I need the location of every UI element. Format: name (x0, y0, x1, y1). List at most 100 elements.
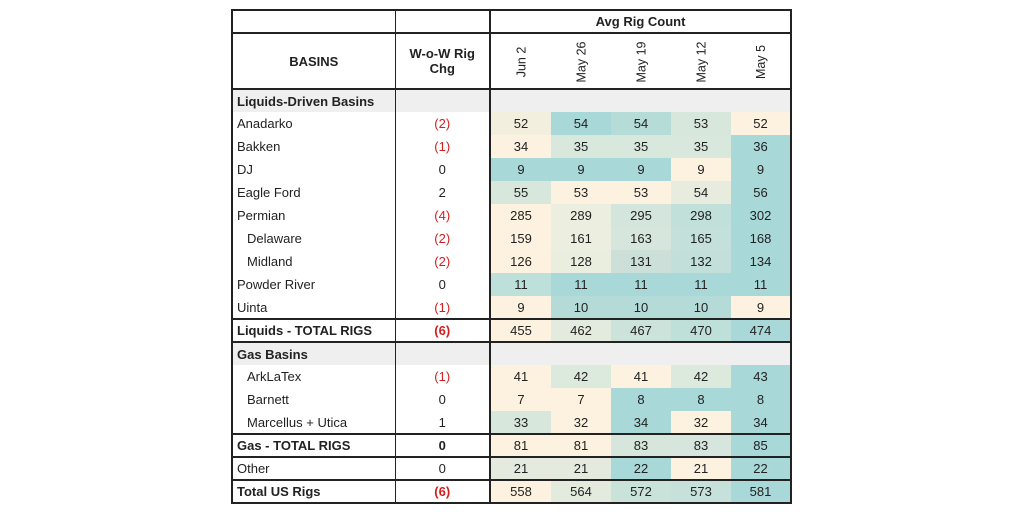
rig-count-cell: 7 (490, 388, 551, 411)
wow-header-line1: W-o-W Rig (409, 46, 475, 61)
section-wow-blank (395, 89, 491, 112)
rig-count-cell: 22 (611, 457, 671, 480)
basin-name: Delaware (231, 227, 396, 250)
rig-count-cell: 43 (731, 365, 793, 388)
rig-count-cell: 53 (671, 112, 731, 135)
section-title: Liquids-Driven Basins (231, 89, 396, 112)
rig-count-cell: 10 (551, 296, 611, 319)
rig-count-cell: 132 (671, 250, 731, 273)
rig-count-cell: 36 (731, 135, 793, 158)
rig-count-cell: 285 (490, 204, 551, 227)
rig-count-cell: 81 (551, 433, 611, 458)
wow-change: (2) (395, 227, 491, 250)
total-row: Gas - TOTAL RIGS 0 81 81 83 83 85 (231, 433, 793, 458)
rig-count-cell: 9 (671, 158, 731, 181)
rig-count-cell: 11 (551, 273, 611, 296)
basin-name: DJ (231, 158, 396, 181)
wow-change: 0 (395, 433, 491, 458)
rig-count-cell: 168 (731, 227, 793, 250)
rig-count-cell: 52 (731, 112, 793, 135)
rig-count-cell: 9 (490, 158, 551, 181)
rig-count-cell: 10 (611, 296, 671, 319)
rig-count-cell: 9 (731, 158, 793, 181)
rig-count-cell: 163 (611, 227, 671, 250)
table-row: Anadarko (2) 52 54 54 53 52 (231, 112, 793, 135)
basin-name: Bakken (231, 135, 396, 158)
rig-count-cell: 53 (551, 181, 611, 204)
table-row: Uinta (1) 9 10 10 10 9 (231, 296, 793, 319)
table-row: Delaware (2) 159 161 163 165 168 (231, 227, 793, 250)
rig-count-cell: 11 (490, 273, 551, 296)
rig-count-table: Avg Rig Count BASINS W-o-W Rig Chg Jun 2… (231, 9, 793, 504)
rig-count-cell: 159 (490, 227, 551, 250)
basin-name: Uinta (231, 296, 396, 319)
rig-count-cell: 34 (731, 411, 793, 434)
rig-count-cell: 9 (731, 296, 793, 319)
wow-change: 0 (395, 273, 491, 296)
date-label: Jun 2 (514, 46, 528, 77)
rig-count-cell: 11 (671, 273, 731, 296)
rig-count-cell: 295 (611, 204, 671, 227)
rig-count-cell: 21 (551, 457, 611, 480)
rig-count-cell: 54 (671, 181, 731, 204)
section-values-blank (490, 89, 793, 112)
date-label: May 26 (574, 41, 588, 82)
wow-change: (1) (395, 365, 491, 388)
date-header-1: May 26 (551, 32, 611, 90)
rig-count-cell: 462 (551, 318, 611, 343)
basin-name: Gas - TOTAL RIGS (231, 433, 396, 458)
rig-count-cell: 161 (551, 227, 611, 250)
rig-count-cell: 558 (490, 479, 551, 504)
section-title: Gas Basins (231, 342, 396, 365)
rig-count-cell: 8 (731, 388, 793, 411)
table-row: ArkLaTex (1) 41 42 41 42 43 (231, 365, 793, 388)
avg-rig-count-header: Avg Rig Count (490, 9, 793, 33)
rig-count-cell: 289 (551, 204, 611, 227)
header-corner-wow (395, 9, 491, 33)
date-header-3: May 12 (671, 32, 731, 90)
basin-name: Anadarko (231, 112, 396, 135)
table-row: DJ 0 9 9 9 9 9 (231, 158, 793, 181)
table-row: Midland (2) 126 128 131 132 134 (231, 250, 793, 273)
table-row: Powder River 0 11 11 11 11 11 (231, 273, 793, 296)
rig-count-cell: 564 (551, 479, 611, 504)
header-corner-basin (231, 9, 396, 33)
wow-change: 1 (395, 411, 491, 434)
rig-count-cell: 7 (551, 388, 611, 411)
date-label: May 5 (753, 44, 768, 79)
section-gas: Gas Basins (231, 342, 793, 365)
basin-name: Barnett (231, 388, 396, 411)
rig-count-cell: 470 (671, 318, 731, 343)
rig-count-cell: 34 (611, 411, 671, 434)
rig-count-cell: 32 (671, 411, 731, 434)
rig-count-cell: 83 (671, 433, 731, 458)
rig-count-cell: 55 (490, 181, 551, 204)
rig-count-cell: 32 (551, 411, 611, 434)
rig-count-cell: 126 (490, 250, 551, 273)
basin-name: Midland (231, 250, 396, 273)
rig-count-cell: 85 (731, 433, 793, 458)
rig-count-cell: 128 (551, 250, 611, 273)
rig-count-cell: 572 (611, 479, 671, 504)
rig-count-cell: 9 (490, 296, 551, 319)
basin-name: Liquids - TOTAL RIGS (231, 318, 396, 343)
basin-name: Powder River (231, 273, 396, 296)
rig-count-cell: 9 (611, 158, 671, 181)
total-row: Liquids - TOTAL RIGS (6) 455 462 467 470 474 (231, 318, 793, 343)
rig-count-cell: 35 (671, 135, 731, 158)
rig-count-cell: 41 (490, 365, 551, 388)
rig-count-cell: 35 (611, 135, 671, 158)
rig-count-cell: 21 (490, 457, 551, 480)
basin-name: Permian (231, 204, 396, 227)
rig-count-cell: 10 (671, 296, 731, 319)
total-row: Total US Rigs (6) 558 564 572 573 581 (231, 479, 793, 504)
basin-name: Eagle Ford (231, 181, 396, 204)
rig-count-cell: 21 (671, 457, 731, 480)
rig-count-cell: 54 (551, 112, 611, 135)
wow-change: (4) (395, 204, 491, 227)
table-row: Permian (4) 285 289 295 298 302 (231, 204, 793, 227)
rig-count-cell: 302 (731, 204, 793, 227)
wow-change: 2 (395, 181, 491, 204)
section-liquids: Liquids-Driven Basins (231, 89, 793, 112)
rig-count-cell: 467 (611, 318, 671, 343)
